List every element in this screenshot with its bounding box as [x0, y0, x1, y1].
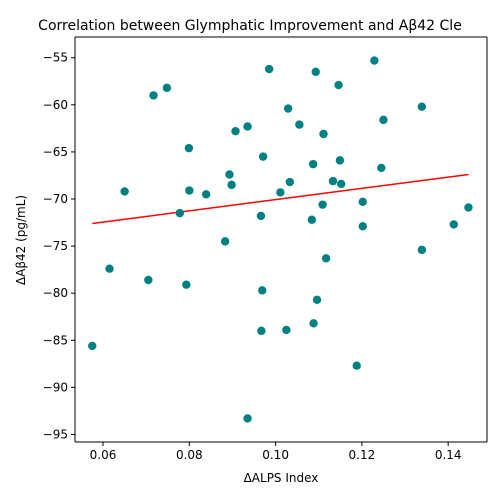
data-point: [377, 163, 386, 173]
data-point: [352, 361, 361, 370]
y-tick-label: −75: [43, 239, 68, 253]
data-point: [258, 152, 268, 161]
data-point: [308, 159, 318, 169]
data-point: [311, 67, 320, 77]
data-point: [144, 275, 153, 285]
data-point: [336, 179, 346, 189]
x-tick-label: 0.12: [349, 448, 376, 462]
data-point: [175, 208, 185, 218]
data-point: [312, 295, 322, 304]
y-tick-label: −90: [43, 380, 68, 394]
data-point: [184, 143, 194, 153]
data-point: [319, 129, 328, 139]
data-point: [285, 177, 295, 187]
data-point: [358, 222, 367, 231]
data-point: [225, 170, 234, 179]
data-point: [243, 122, 252, 131]
data-point: [309, 319, 318, 328]
y-tick-label: −80: [43, 286, 68, 300]
x-tick-label: 0.06: [90, 448, 117, 462]
x-tick-label: 0.10: [262, 448, 289, 462]
data-point: [257, 326, 266, 336]
x-tick-label: 0.14: [435, 448, 462, 462]
y-tick-label: −65: [43, 145, 68, 159]
x-tick-label: 0.08: [176, 448, 203, 462]
data-point: [227, 180, 236, 190]
y-tick-label: −70: [43, 192, 68, 206]
data-point: [417, 102, 427, 111]
data-point: [328, 176, 338, 186]
data-point: [321, 254, 331, 263]
data-point: [185, 186, 194, 195]
data-point: [464, 203, 473, 212]
data-point: [318, 200, 327, 209]
data-point: [379, 115, 388, 125]
data-point: [162, 83, 172, 93]
axes: 0.06 0.08 0.10 0.12 0.14 −95−90−85−80−75−70−…: [43, 36, 488, 462]
data-point: [120, 187, 129, 196]
x-ticks: 0.06 0.08 0.10 0.12 0.14: [90, 442, 462, 462]
data-point: [264, 64, 274, 74]
regression-line: [92, 173, 469, 225]
x-axis-label: ΔALPS Index: [244, 471, 319, 485]
data-point: [149, 91, 158, 100]
data-point: [105, 264, 114, 273]
data-point: [283, 104, 293, 113]
data-point: [220, 237, 230, 246]
data-point: [295, 120, 304, 129]
data-point: [358, 197, 367, 207]
plot-area: [88, 56, 473, 423]
data-point: [231, 126, 240, 136]
data-point: [182, 280, 191, 289]
data-point: [417, 245, 427, 255]
data-point: [335, 156, 345, 165]
data-point: [88, 341, 97, 351]
y-axis-label: ΔAβ42 (pg/mL): [14, 195, 28, 285]
data-point: [307, 215, 317, 224]
data-point: [258, 286, 267, 295]
y-tick-label: −55: [43, 51, 68, 65]
y-ticks: −95 −90 −85 −80 −75 −70 −65 −60 −55: [43, 51, 75, 441]
data-point: [282, 325, 291, 335]
points-layer: [88, 56, 473, 423]
data-point: [243, 414, 252, 423]
y-tick-label: −60: [43, 98, 68, 112]
y-tick-label: −95: [43, 427, 68, 441]
data-point: [370, 56, 379, 65]
y-tick-label: −85: [43, 333, 68, 347]
data-point: [334, 80, 343, 90]
chart-title: Correlation between Glymphatic Improveme…: [38, 18, 462, 34]
data-point: [201, 190, 211, 199]
data-point: [449, 220, 458, 229]
data-point: [276, 188, 285, 197]
trendline-layer: [92, 173, 469, 225]
data-point: [256, 211, 266, 221]
